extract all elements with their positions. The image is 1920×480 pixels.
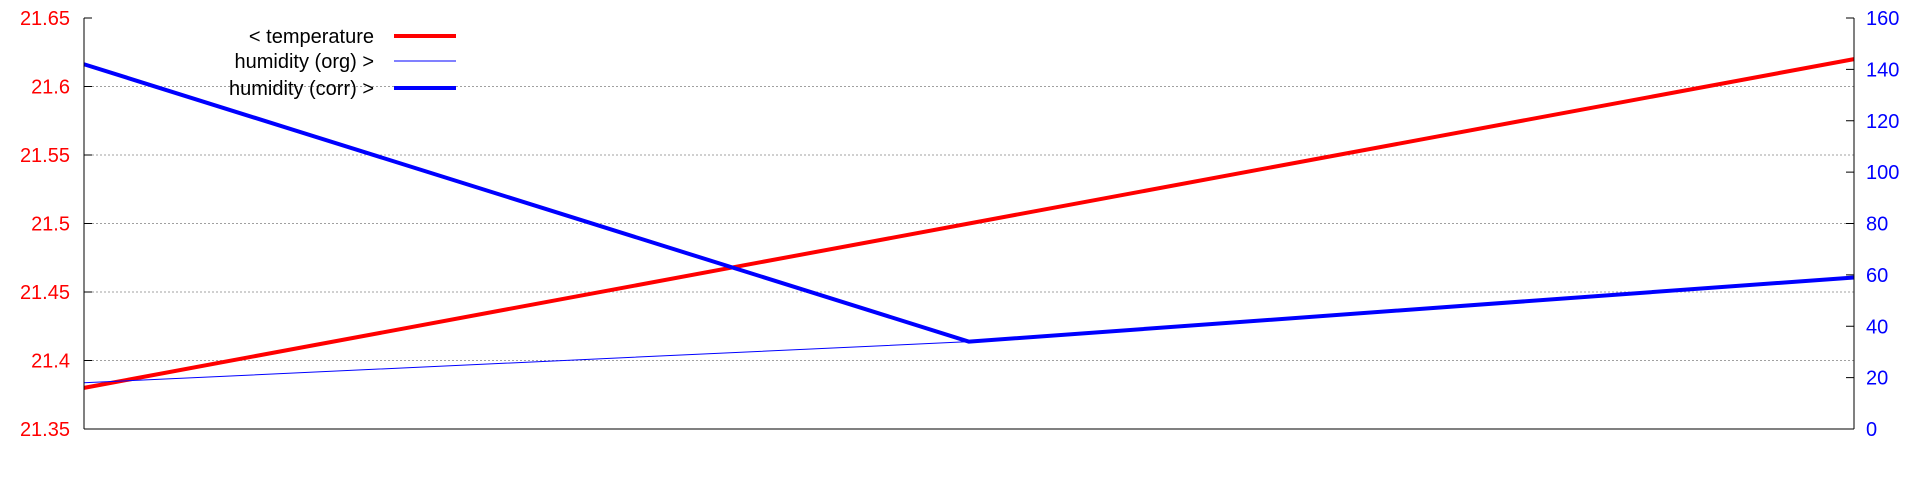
series-line-2 <box>83 62 1855 344</box>
right-axis-ticks: 0 20 40 60 80 100 120 140 160 <box>1866 8 1899 441</box>
left-tick-label: 21.65 <box>20 8 70 30</box>
right-tick-label: 20 <box>1866 368 1888 390</box>
legend-label: < temperature <box>249 26 374 48</box>
series-line-0 <box>83 57 1855 390</box>
series-lines <box>83 57 1855 390</box>
left-tick-label: 21.45 <box>20 282 70 304</box>
series-line-1 <box>83 276 1855 384</box>
legend-label: humidity (org) > <box>235 51 375 73</box>
right-tick-label: 0 <box>1866 419 1877 441</box>
left-tick-label: 21.4 <box>31 351 70 373</box>
right-tick-label: 100 <box>1866 162 1899 184</box>
right-tick-label: 120 <box>1866 111 1899 133</box>
right-tick-label: 160 <box>1866 8 1899 30</box>
right-tick-label: 80 <box>1866 214 1888 236</box>
right-tick-label: 60 <box>1866 265 1888 287</box>
legend: < temperature humidity (org) > humidity (c… <box>229 26 456 100</box>
legend-label: humidity (corr) > <box>229 78 374 100</box>
left-tick-label: 21.35 <box>20 419 70 441</box>
left-tick-label: 21.5 <box>31 214 70 236</box>
left-tick-label: 21.6 <box>31 77 70 99</box>
left-axis-ticks: 21.35 21.4 21.45 21.5 21.55 21.6 21.65 <box>20 8 70 441</box>
right-tick-label: 140 <box>1866 59 1899 81</box>
left-tick-label: 21.55 <box>20 145 70 167</box>
axes <box>83 17 1855 430</box>
right-tick-label: 40 <box>1866 316 1888 338</box>
